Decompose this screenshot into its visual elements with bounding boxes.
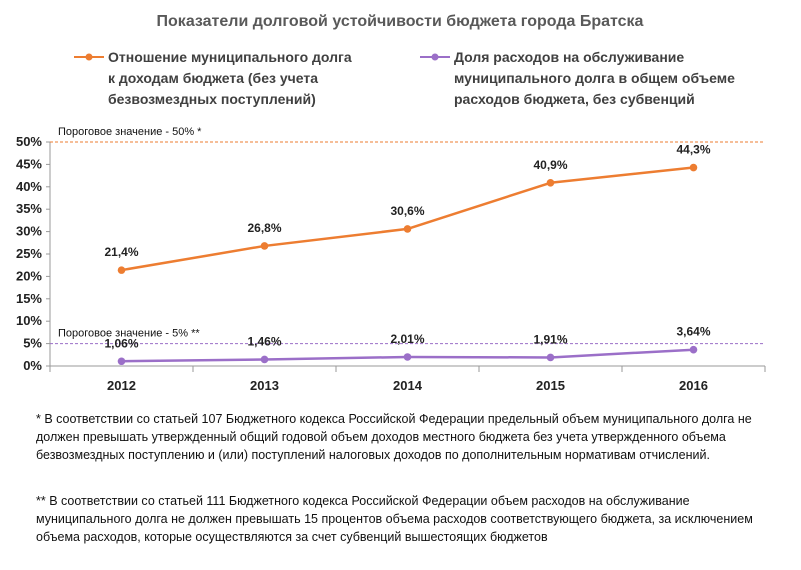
y-tick-label: 30% <box>16 224 42 239</box>
y-tick-label: 15% <box>16 291 42 306</box>
data-point <box>403 225 412 233</box>
series-line <box>121 166 694 272</box>
threshold-lines: Пороговое значение - 50% * Пороговое знач… <box>50 126 765 345</box>
data-label: 30,6% <box>390 204 424 218</box>
y-tick-label: 35% <box>16 201 42 216</box>
data-point <box>403 353 412 361</box>
legend-swatch-marker <box>431 53 439 61</box>
data-label: 1,46% <box>247 334 281 348</box>
y-tick-label: 5% <box>23 336 42 351</box>
threshold-label: Пороговое значение - 50% * <box>58 126 202 138</box>
footnote-article-111: ** В соответствии со статьей 111 Бюджетн… <box>36 494 753 544</box>
legend: Отношение муниципального долга к доходам … <box>74 49 735 107</box>
data-label: 3,64% <box>676 325 710 339</box>
threshold-label: Пороговое значение - 5% ** <box>58 328 200 340</box>
data-label: 44,3% <box>676 143 710 157</box>
data-point <box>117 266 126 274</box>
y-tick-label: 20% <box>16 268 42 283</box>
x-tick-label: 2015 <box>536 378 565 393</box>
series-layer: 21,4% 26,8% 30,6% 40,9% 44,3% 1,06% 1,46% 2,01%… <box>104 143 711 366</box>
x-tick-label: 2014 <box>393 378 423 393</box>
footnote-article-107: * В соответствии со статьей 107 Бюджетно… <box>36 412 752 462</box>
data-point <box>117 357 126 366</box>
legend-label: Отношение муниципального долга <box>108 49 352 65</box>
axes: 0% 5% 10% 15% 20% 25% 30% 35% 40% 45% 50% 2012 2013 2… <box>16 134 766 393</box>
legend-label: муниципального долга в общем объеме <box>454 70 735 86</box>
y-tick-label: 10% <box>16 313 42 328</box>
x-tick-label: 2012 <box>107 378 136 393</box>
data-label: 1,91% <box>533 332 567 346</box>
legend-label: расходов бюджета, без субвенций <box>454 91 695 107</box>
data-point <box>260 355 269 364</box>
legend-swatch-marker <box>85 53 93 61</box>
y-tick-label: 50% <box>16 134 42 149</box>
data-label: 21,4% <box>104 245 138 259</box>
data-point <box>546 353 555 362</box>
y-tick-label: 45% <box>16 156 42 171</box>
data-label: 2,01% <box>390 332 424 346</box>
y-tick-label: 0% <box>23 358 42 373</box>
data-point <box>689 345 698 354</box>
legend-label: к доходам бюджета (без учета <box>108 70 318 86</box>
legend-label: безвозмездных поступлений) <box>108 91 316 107</box>
data-point <box>260 242 269 250</box>
data-label: 40,9% <box>533 158 567 172</box>
y-tick-label: 40% <box>16 179 42 194</box>
x-tick-label: 2016 <box>679 378 708 393</box>
data-point <box>546 178 555 187</box>
chart-title: Показатели долговой устойчивости бюджета… <box>157 13 644 30</box>
legend-label: Доля расходов на обслуживание <box>454 49 684 65</box>
debt-sustainability-chart: Показатели долговой устойчивости бюджета… <box>16 13 766 393</box>
x-tick-label: 2013 <box>250 378 279 393</box>
data-label: 1,06% <box>104 336 138 350</box>
y-tick-label: 25% <box>16 246 42 261</box>
data-point <box>689 163 698 172</box>
data-label: 26,8% <box>247 221 281 235</box>
